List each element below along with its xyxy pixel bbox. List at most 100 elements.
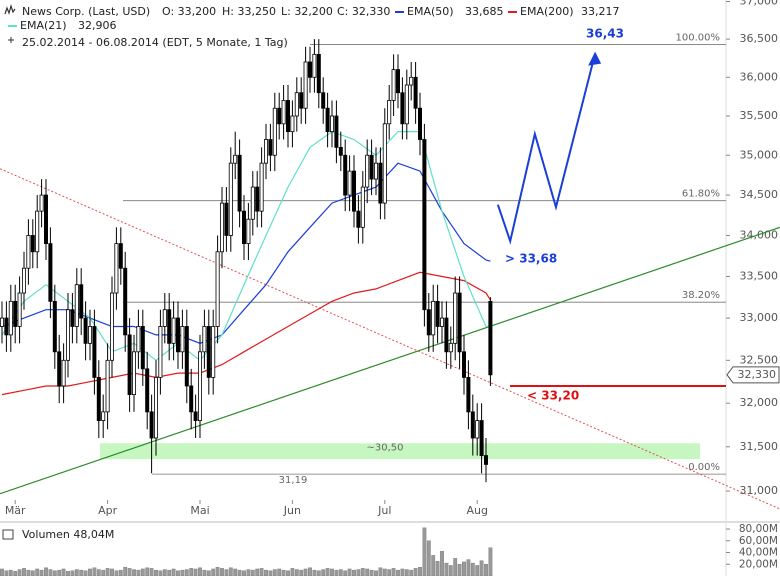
volume-bar [171,568,176,576]
candle-body [17,292,22,327]
candle-body [294,92,299,117]
volume-bar [0,568,4,576]
volume-bar [281,569,286,576]
candle-body [162,309,167,327]
volume-bar [74,569,79,576]
x-tick-label: Apr [98,504,118,517]
candle-body [426,309,431,336]
volume-bar [365,568,370,576]
candle-body [193,411,198,421]
stop-label: < 33,20 [527,388,579,402]
volume-bar [180,569,185,576]
add-icon [8,37,14,43]
volume-bar [140,568,145,576]
legend-value: 32,906 [78,19,117,32]
candle-body [281,100,286,125]
volume-icon [2,529,14,540]
volume-bar [255,568,260,576]
legend-label: EMA(200) [520,5,574,18]
volume-bar [382,568,387,576]
volume-bar [44,567,48,576]
volume-tick-label: 80,00M [739,523,778,535]
legend-label: EMA(21) [20,19,67,32]
volume-bar [338,569,343,576]
legend-value: 33,217 [581,5,620,18]
volume-bar [259,568,264,576]
candle-body [373,162,378,180]
volume-bar [22,568,26,576]
candle-body [457,292,462,353]
volume-bar [70,570,75,576]
y-tick-label: 36,500 [740,32,779,45]
volume-bar [52,570,57,576]
candle-body [96,376,101,421]
volume-bar [184,569,189,576]
candle-body [343,154,348,196]
volume-bar [176,570,180,576]
candle-body [26,235,31,269]
y-tick-label: 35,000 [740,148,779,161]
quote-open: O: 33,200 [162,5,216,18]
candle-body [303,61,308,109]
quote-high: H: 33,250 [222,5,276,18]
candle-body [13,300,18,327]
volume-bar [330,568,334,576]
x-tick-label: Jun [283,504,301,517]
volume-tick-label: 60,00M [739,535,778,547]
volume-bar [422,527,427,576]
candle-body [321,92,326,109]
y-tick-label: 31,500 [740,440,779,453]
volume-bar [162,569,167,576]
volume-bar [334,569,339,576]
candle-body [268,139,273,156]
volume-bar [154,569,158,576]
candle-body [259,162,264,212]
volume-bar [299,569,304,576]
candle-body [312,53,317,78]
volume-bar [286,570,290,576]
trendline [0,226,780,495]
volume-bar [211,568,216,576]
candle-body [74,284,79,327]
volume-bar [83,570,88,576]
projection-arrowhead [588,51,602,66]
volume-bar [290,568,295,576]
volume-bar [206,570,211,576]
volume-bar [105,568,110,576]
volume-bar [413,568,418,576]
candle-body [435,300,440,327]
candle-body [39,194,44,212]
volume-bar [294,569,299,576]
candle-body [140,326,145,370]
y-tick-label: 37,000 [740,0,779,7]
volume-bar [321,569,326,576]
candle-body [360,186,365,228]
candle-body [215,251,220,327]
quote-low: L: 32,200 [281,5,333,18]
volume-bar [17,569,22,576]
candle-body [444,317,449,353]
x-tick-label: Mai [190,504,209,517]
candle-body [307,61,312,78]
fib-label: 0.00% [688,462,720,473]
trendline [0,168,780,510]
candle-body [21,267,26,294]
volume-bar [440,551,444,576]
volume-tick-label: 20,00M [739,558,778,570]
candle-body [61,359,66,387]
candle-body [439,317,444,327]
candle-body [79,284,84,319]
volume-bar [242,570,246,576]
target-label: 36,43 [586,27,624,41]
volume-bar [343,570,348,576]
candle-body [4,317,9,336]
candle-body [453,292,458,344]
projection-line [496,53,597,245]
candle-body [316,53,321,94]
candle-body [131,351,136,395]
candle-body [70,309,75,327]
volume-bar [369,569,374,576]
volume-bar [400,568,405,576]
candle-body [184,326,189,387]
y-tick-label: 36,000 [740,70,779,83]
